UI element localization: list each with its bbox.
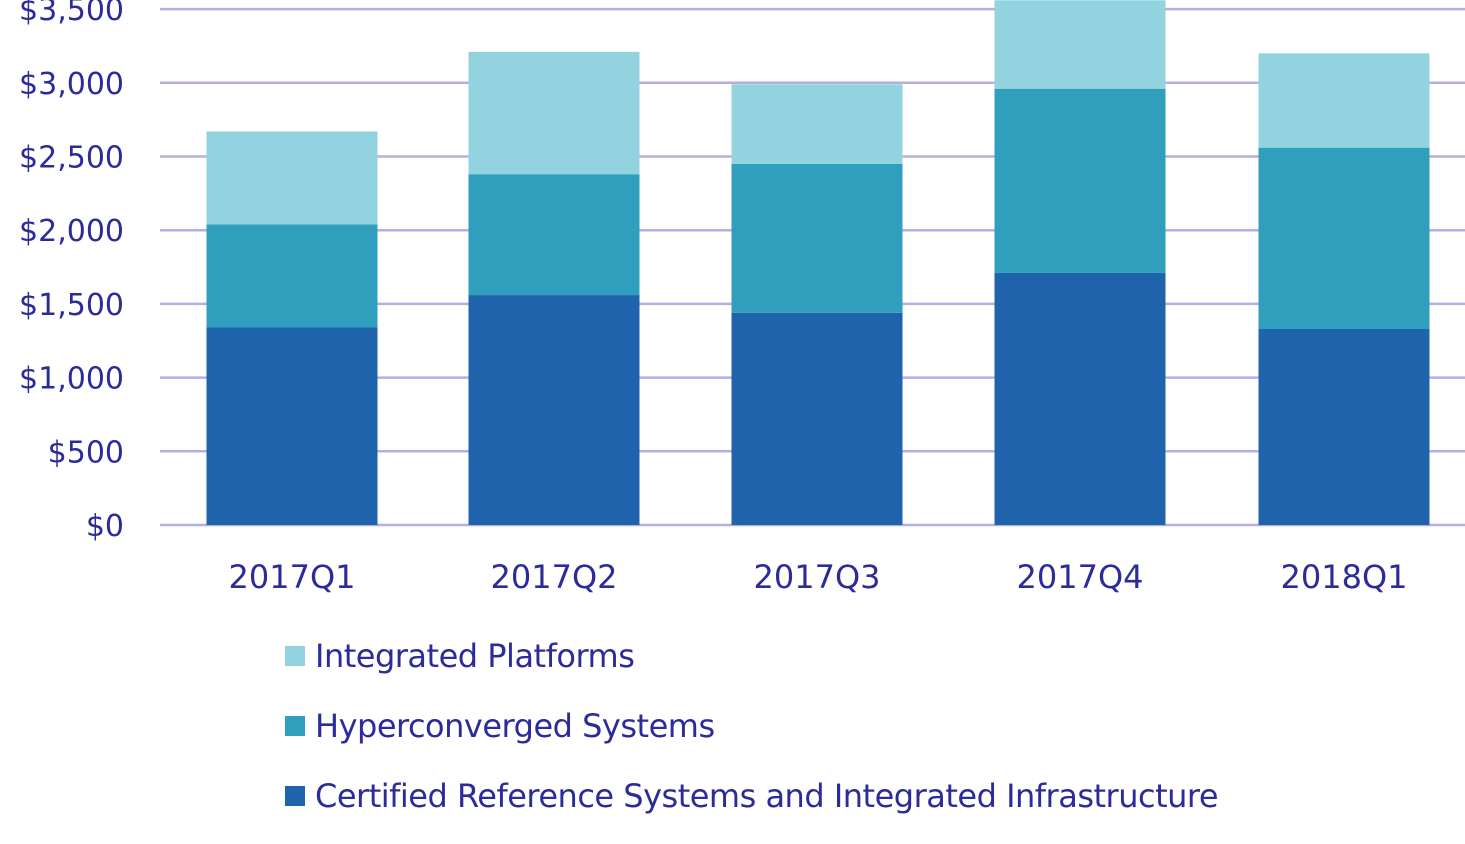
y-tick-label: $2,000: [19, 214, 124, 249]
bar-2017Q4-series-0: [994, 272, 1166, 525]
x-tick-label: 2017Q2: [491, 558, 618, 596]
y-tick-label: $500: [48, 435, 124, 470]
bar-2017Q2-series-0: [468, 295, 640, 525]
chart-legend: Integrated Platforms Hyperconverged Syste…: [285, 634, 1385, 844]
legend-swatch: [285, 716, 305, 736]
bar-2017Q1-series-1: [206, 224, 378, 328]
x-tick-label: 2017Q3: [754, 558, 881, 596]
bar-2018Q1-series-2: [1258, 53, 1430, 148]
bar-2017Q3-series-0: [731, 312, 903, 525]
bars: [206, 0, 1430, 525]
bar-2017Q2-series-2: [468, 51, 640, 175]
x-axis-tick-labels: 2017Q1 2017Q2 2017Q3 2017Q4 2018Q1: [229, 558, 1408, 596]
bar-2017Q2-series-1: [468, 174, 640, 296]
legend-swatch: [285, 646, 305, 666]
bar-2017Q4-series-2: [994, 0, 1166, 89]
y-tick-label: $1,500: [19, 288, 124, 323]
bar-2017Q3-series-2: [731, 84, 903, 164]
y-axis-tick-labels: $0 $500 $1,000 $1,500 $2,000 $2,500 $3,000 $3,5…: [19, 0, 124, 544]
bar-2018Q1-series-1: [1258, 147, 1430, 329]
bar-2018Q1-series-0: [1258, 328, 1430, 525]
y-tick-label: $2,500: [19, 141, 124, 176]
legend-item: Integrated Platforms: [285, 634, 1385, 678]
legend-label: Certified Reference Systems and Integrat…: [315, 777, 1219, 815]
legend-item: Hyperconverged Systems: [285, 704, 1385, 748]
x-tick-label: 2018Q1: [1281, 558, 1408, 596]
bar-2017Q1-series-0: [206, 327, 378, 525]
y-tick-label: $3,000: [19, 67, 124, 102]
y-tick-label: $3,500: [19, 0, 124, 28]
legend-label: Hyperconverged Systems: [315, 707, 715, 745]
bar-2017Q1-series-2: [206, 131, 378, 225]
legend-label: Integrated Platforms: [315, 637, 635, 675]
y-tick-label: $0: [86, 509, 124, 544]
legend-item: Certified Reference Systems and Integrat…: [285, 774, 1385, 818]
x-tick-label: 2017Q4: [1017, 558, 1144, 596]
bar-2017Q4-series-1: [994, 88, 1166, 273]
y-tick-label: $1,000: [19, 362, 124, 397]
x-tick-label: 2017Q1: [229, 558, 356, 596]
legend-swatch: [285, 786, 305, 806]
bar-2017Q3-series-1: [731, 163, 903, 313]
